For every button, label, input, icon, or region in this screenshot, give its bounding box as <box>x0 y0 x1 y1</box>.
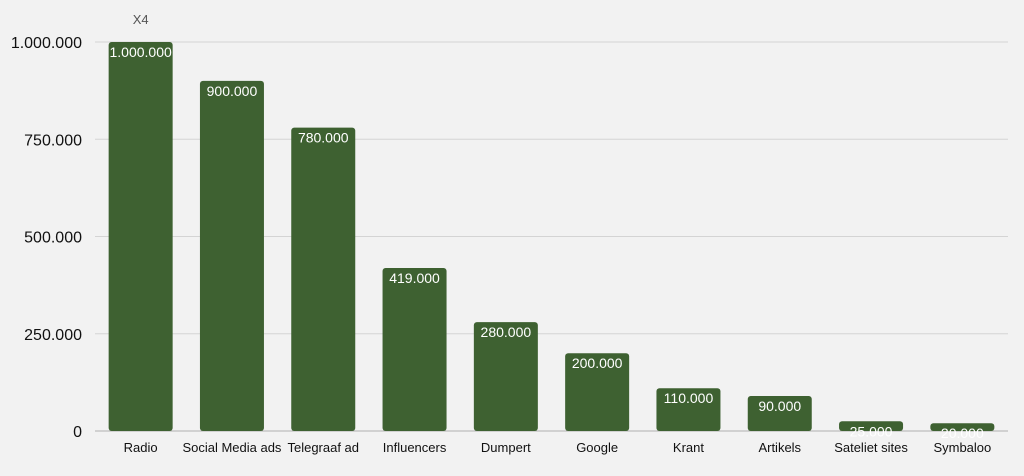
x-tick-label: Dumpert <box>481 440 531 455</box>
data-labels: 1.000.000 900.000 780.000 419.000 280.000 200… <box>110 44 984 441</box>
bar <box>930 423 995 431</box>
y-tick-label: 500.000 <box>24 230 82 247</box>
y-tick-label: 250.000 <box>24 327 82 344</box>
y-axis-ticks: 0 250.000 500.000 750.000 1.000.000 <box>11 35 82 441</box>
bar <box>747 395 812 431</box>
data-label: 200.000 <box>572 355 623 371</box>
x-tick-label: Krant <box>673 440 704 455</box>
bar <box>108 42 173 431</box>
x-tick-label: Google <box>576 440 618 455</box>
y-tick-label: 1.000.000 <box>11 35 82 52</box>
x-axis-ticks: Radio Social Media ads Telegraaf ad Influen… <box>124 440 992 455</box>
data-label: 1.000.000 <box>110 44 172 60</box>
x-tick-label: Symbaloo <box>933 440 991 455</box>
bar <box>565 353 630 431</box>
annotations: X4 <box>133 12 149 27</box>
data-label: 110.000 <box>664 390 714 406</box>
data-label: 25.000 <box>850 423 893 439</box>
bar <box>839 421 904 431</box>
data-label: 280.000 <box>481 324 532 340</box>
x-tick-label: Social Media ads <box>182 440 281 455</box>
y-tick-label: 750.000 <box>24 132 82 149</box>
bar <box>473 322 538 431</box>
data-label: 900.000 <box>207 83 258 99</box>
data-label: 90.000 <box>758 398 801 414</box>
data-label: 20.000 <box>941 425 984 441</box>
x-tick-label: Sateliet sites <box>834 440 908 455</box>
bars <box>108 42 995 432</box>
data-label: 419.000 <box>389 270 440 286</box>
x-tick-label: Radio <box>124 440 158 455</box>
x-tick-label: Telegraaf ad <box>287 440 359 455</box>
x-tick-label: Artikels <box>758 440 801 455</box>
bar <box>291 127 356 431</box>
annotation-label: X4 <box>133 12 149 27</box>
bar <box>199 80 264 432</box>
y-tick-label: 0 <box>73 424 82 441</box>
x-tick-label: Influencers <box>383 440 447 455</box>
data-label: 780.000 <box>298 130 349 146</box>
bar <box>382 268 447 431</box>
bar <box>656 388 721 431</box>
